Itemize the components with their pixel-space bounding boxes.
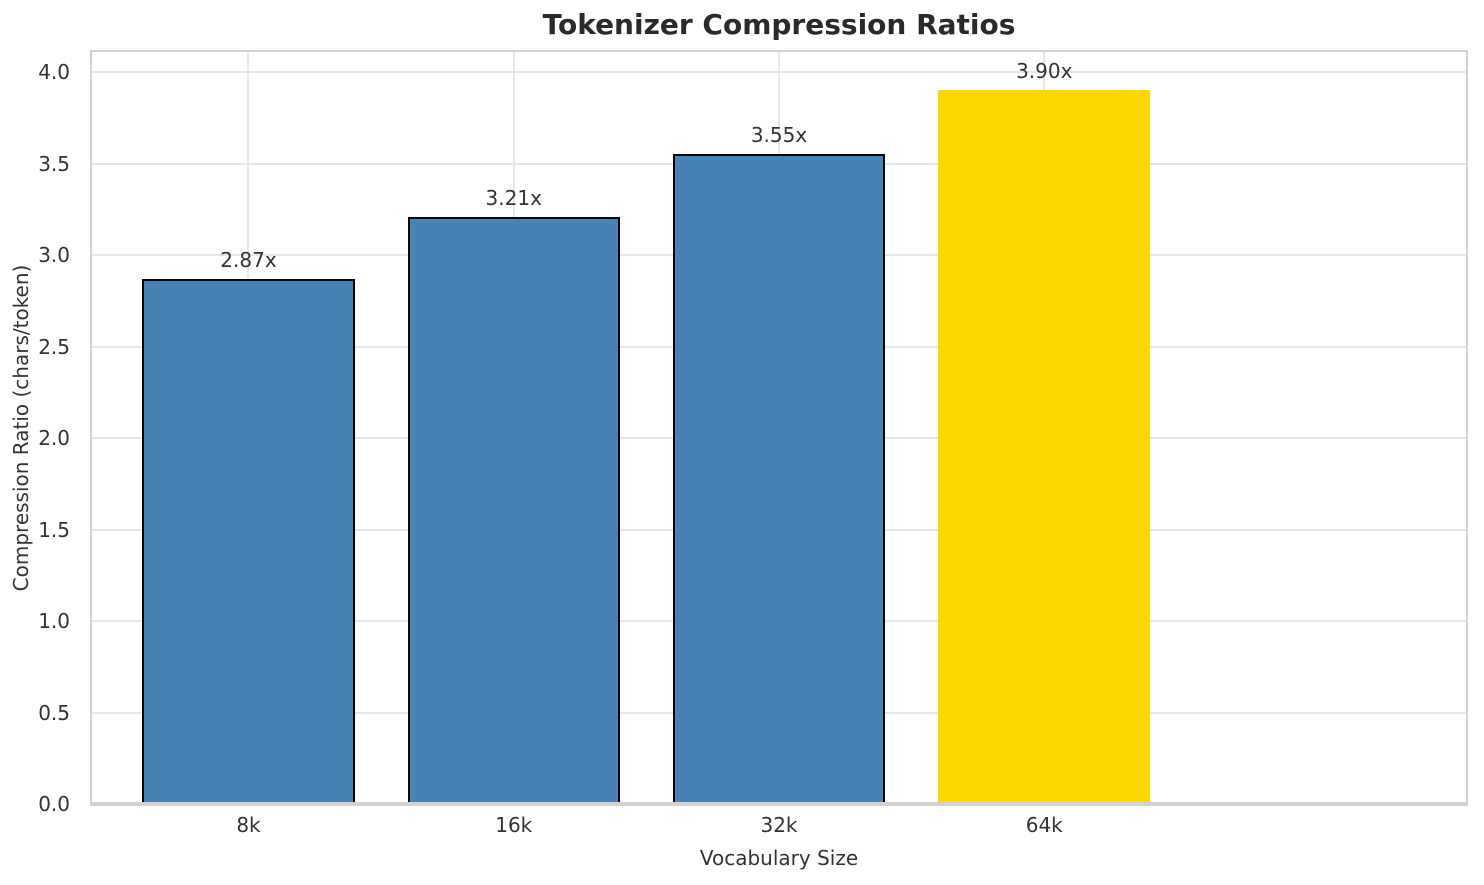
bar-value-label: 2.87x (220, 247, 277, 272)
x-tick-label-16k: 16k (495, 813, 533, 837)
x-axis-spine (92, 802, 1466, 804)
y-tick-label: 1.5 (38, 517, 70, 542)
x-axis-tick-labels: 8k 16k 32k 64k (92, 813, 1466, 841)
y-tick-label: 0.5 (38, 700, 70, 725)
bar-value-label: 3.55x (750, 123, 808, 148)
x-tick-label-32k: 32k (760, 813, 798, 837)
y-tick-label: 3.0 (38, 243, 70, 268)
x-tick-label-64k: 64k (1025, 813, 1063, 837)
y-tick-label: 2.5 (38, 334, 70, 359)
y-tick-label: 0.0 (38, 792, 70, 816)
y-axis-tick-labels: 0.0 0.5 1.0 1.5 2.0 2.5 3.0 3.5 4.0 (0, 52, 80, 816)
bar-value-label: 3.21x (485, 185, 542, 210)
bar-16k (407, 216, 620, 804)
y-tick-label: 4.0 (38, 60, 70, 85)
y-tick-label: 1.0 (38, 609, 70, 634)
plot-area: 2.87x 3.21x 3.55x 3.90x (90, 50, 1468, 806)
chart-title: Tokenizer Compression Ratios (542, 8, 1016, 41)
x-tick-label-8k: 8k (236, 813, 261, 837)
bar-value-label: 3.90x (1016, 59, 1073, 84)
bar-8k (142, 278, 355, 804)
y-tick-label: 3.5 (38, 151, 70, 176)
x-axis-label: Vocabulary Size (699, 846, 859, 870)
bar-64k (938, 90, 1151, 804)
bar-32k (672, 154, 886, 804)
y-tick-label: 2.0 (38, 426, 70, 451)
